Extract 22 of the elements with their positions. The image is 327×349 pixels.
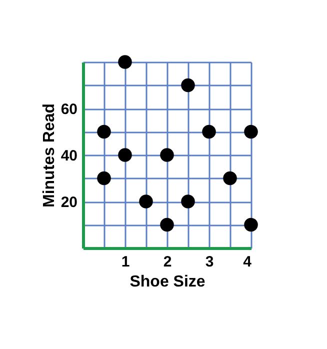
point <box>160 148 174 162</box>
point <box>202 124 216 139</box>
point <box>160 218 174 232</box>
point <box>139 194 153 208</box>
point <box>118 55 132 69</box>
y-tick-label: 40 <box>60 148 78 164</box>
point <box>181 194 195 208</box>
point <box>223 171 237 186</box>
point <box>244 124 258 139</box>
point <box>244 218 258 232</box>
y-tick-label: 60 <box>60 101 78 118</box>
point <box>97 171 111 186</box>
point <box>118 148 132 162</box>
x-tick-label: 2 <box>163 254 172 270</box>
y-axis-title: Minutes Read <box>40 103 58 208</box>
x-axis-title: Shoe Size <box>130 274 206 290</box>
point <box>181 78 195 92</box>
x-tick-label: 1 <box>121 254 130 270</box>
y-tick-label: 20 <box>60 194 78 211</box>
x-tick-label: 3 <box>205 254 214 270</box>
x-tick-label: 4 <box>243 254 252 270</box>
point <box>97 124 111 139</box>
